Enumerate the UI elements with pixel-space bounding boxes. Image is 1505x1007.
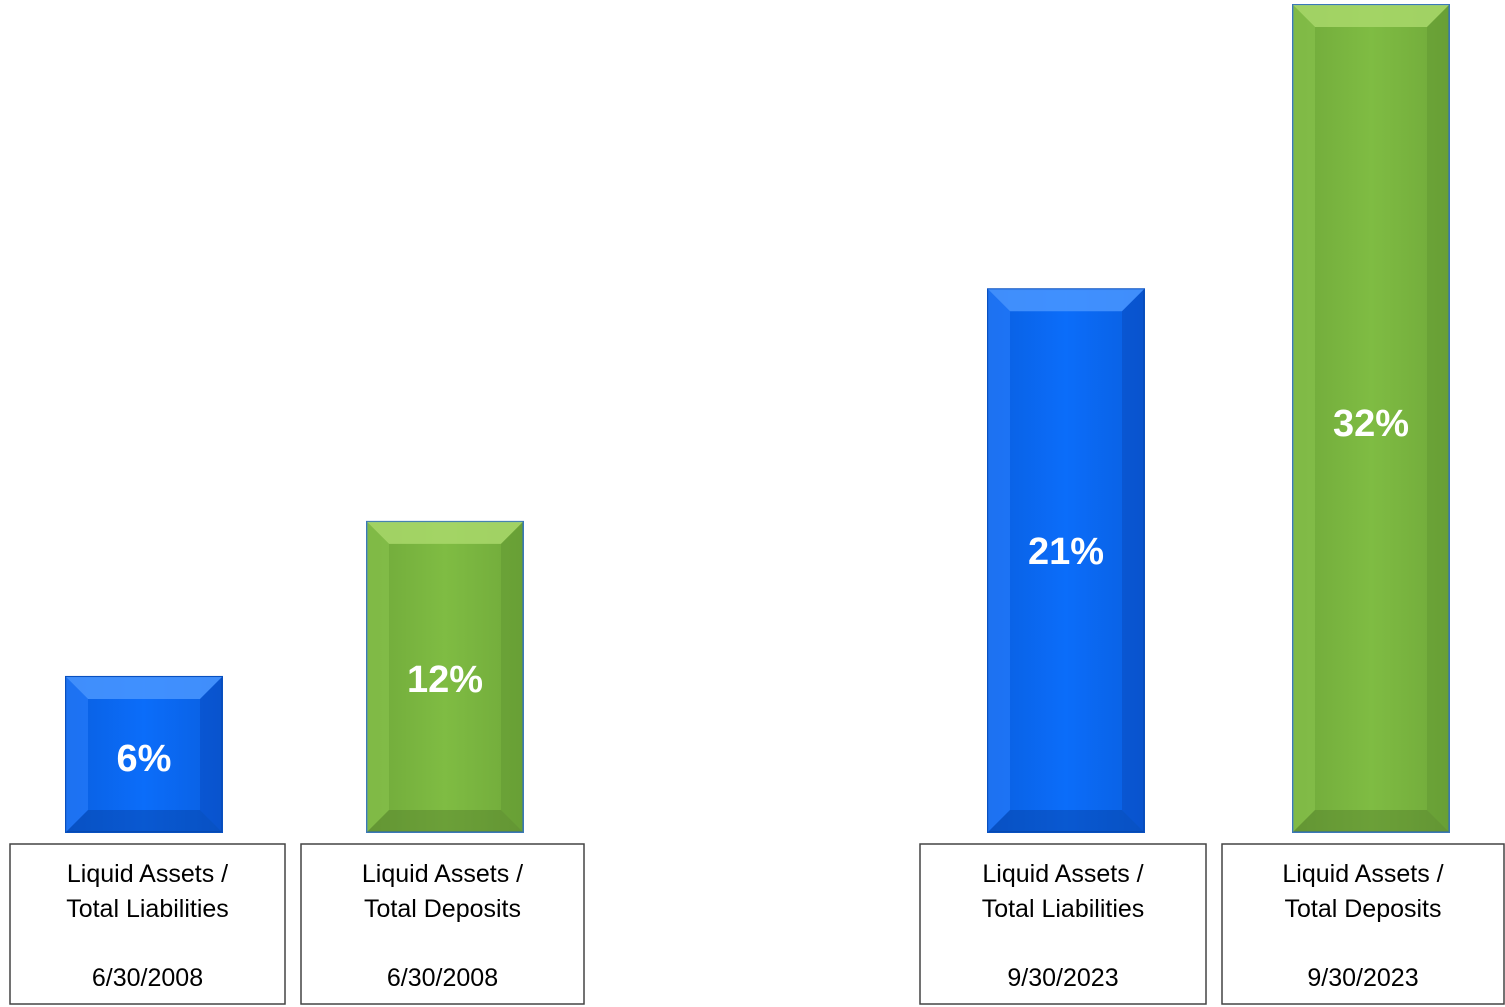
category-date-label: 6/30/2008 <box>387 964 498 992</box>
category-box <box>919 843 1207 1005</box>
bar-group: 32% <box>1292 4 1450 833</box>
bar-bevel-left <box>988 289 1010 832</box>
category-label-line1: Liquid Assets / <box>1282 860 1443 888</box>
category-label-line2: Total Deposits <box>1284 895 1441 923</box>
bar-group: 12% <box>366 520 524 833</box>
category-label-line1: Liquid Assets / <box>67 860 228 888</box>
bar-bevel-left <box>1293 5 1315 832</box>
bar <box>1292 4 1450 833</box>
bar-bevel-top <box>367 521 523 544</box>
category-date-label: 6/30/2008 <box>92 964 203 992</box>
bar-bevel-bottom <box>1293 810 1449 832</box>
category-box <box>1221 843 1505 1005</box>
bar-value-label: 32% <box>1333 403 1409 445</box>
bar-value-label: 6% <box>117 738 172 780</box>
bar <box>987 288 1145 833</box>
bar-bevel-top <box>988 289 1144 312</box>
bar-bevel-right <box>1122 289 1144 832</box>
category-label-line1: Liquid Assets / <box>362 860 523 888</box>
bar <box>65 675 223 833</box>
bar-bevel-left <box>367 521 389 832</box>
bar-bevel-top <box>66 676 222 699</box>
bar-bevel-left <box>66 676 88 832</box>
bar-group: 21% <box>987 288 1145 833</box>
category-label-line2: Total Liabilities <box>66 895 229 923</box>
bar-bevel-top <box>1293 5 1449 27</box>
category-label-line2: Total Liabilities <box>982 895 1145 923</box>
category-box <box>300 843 585 1005</box>
category-date-label: 9/30/2023 <box>1307 964 1418 992</box>
bar-bevel-right <box>501 521 523 832</box>
bar-bevel-right <box>1427 5 1449 832</box>
bar-bevel-bottom <box>988 810 1144 832</box>
category-label-line1: Liquid Assets / <box>982 860 1143 888</box>
category-date-label: 9/30/2023 <box>1007 964 1118 992</box>
category-box <box>9 843 286 1005</box>
bar-group: 6% <box>65 675 223 833</box>
bar-bevel-bottom <box>66 810 222 832</box>
category-label-line2: Total Deposits <box>364 895 521 923</box>
bar-value-label: 21% <box>1028 531 1104 573</box>
bar-bevel-bottom <box>367 810 523 832</box>
bar-value-label: 12% <box>407 659 483 701</box>
bar-bevel-right <box>200 676 222 832</box>
